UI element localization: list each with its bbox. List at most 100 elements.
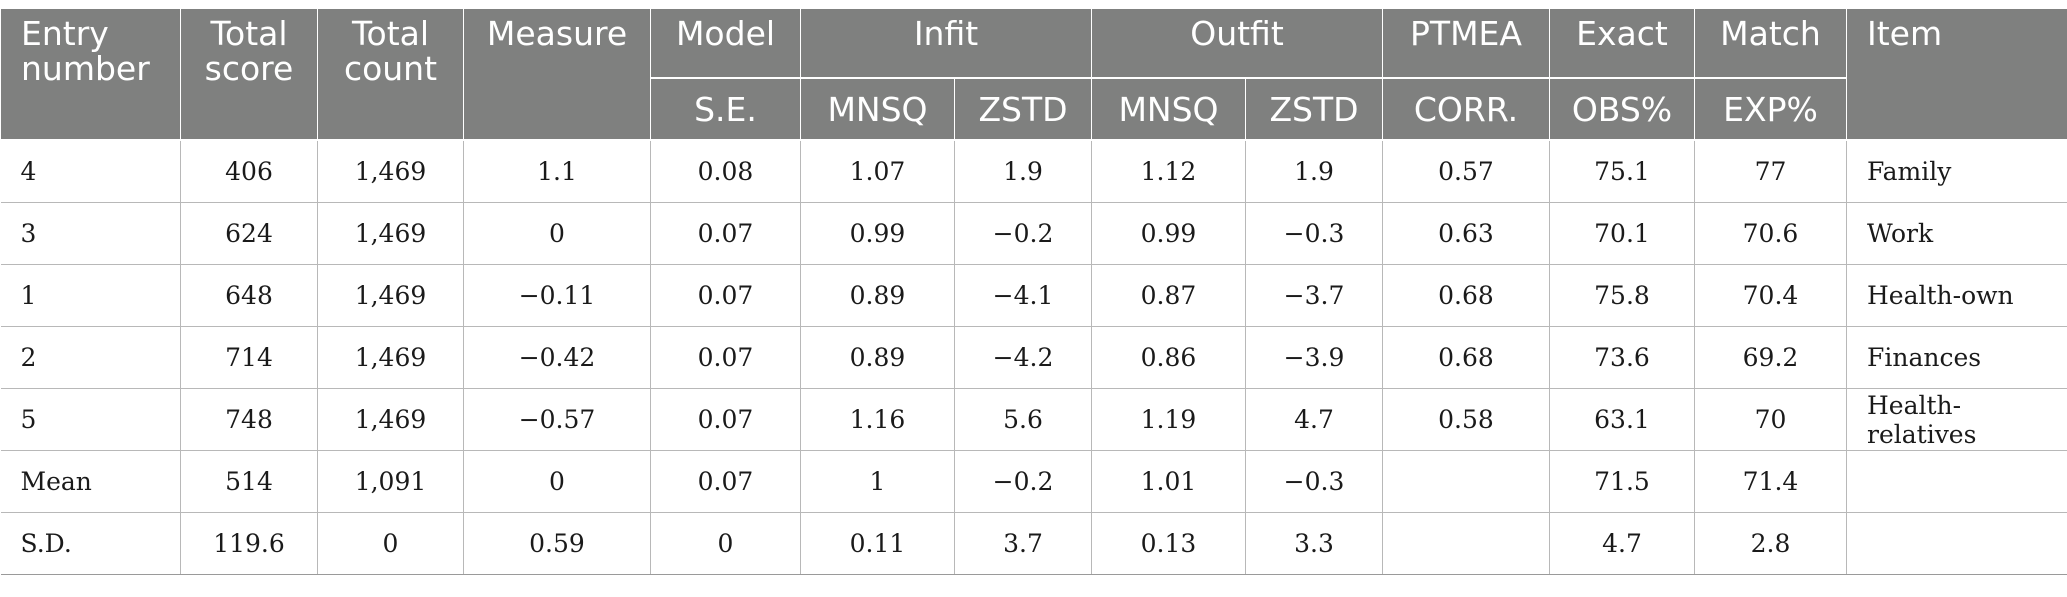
cell-match-exp: 70.6 (1694, 202, 1847, 265)
cell-entry-number: 5 (0, 388, 181, 451)
cell-model-se: 0.07 (650, 326, 801, 389)
col-header-exact: Exact (1549, 8, 1695, 79)
item-statistics-table: Entry number Total score Total count Mea… (0, 8, 2067, 575)
cell-exact-obs: 75.1 (1549, 140, 1695, 203)
cell-infit-mnsq: 1 (800, 450, 955, 513)
cell-entry-number: S.D. (0, 512, 181, 575)
col-header-match: Match (1694, 8, 1847, 79)
col-header-item: Item (1846, 8, 2067, 141)
cell-outfit-zstd: −0.3 (1245, 450, 1383, 513)
cell-entry-number: 4 (0, 140, 181, 203)
cell-total-count: 1,091 (317, 450, 464, 513)
col-header-match-exp: EXP% (1694, 77, 1847, 141)
cell-infit-zstd: 3.7 (954, 512, 1092, 575)
table-header: Entry number Total score Total count Mea… (0, 8, 2067, 141)
cell-match-exp: 70 (1694, 388, 1847, 451)
cell-item (1846, 450, 2067, 513)
cell-total-count: 1,469 (317, 202, 464, 265)
table-row: 2 714 1,469 −0.42 0.07 0.89 −4.2 0.86 −3… (0, 326, 2067, 389)
cell-item: Health-relatives (1846, 388, 2067, 451)
cell-infit-zstd: −0.2 (954, 202, 1092, 265)
col-header-ptmea: PTMEA (1382, 8, 1550, 79)
cell-match-exp: 70.4 (1694, 264, 1847, 327)
cell-measure: −0.57 (463, 388, 651, 451)
cell-entry-number: 3 (0, 202, 181, 265)
cell-model-se: 0.08 (650, 140, 801, 203)
cell-entry-number: 2 (0, 326, 181, 389)
cell-infit-zstd: 1.9 (954, 140, 1092, 203)
cell-ptmea-corr (1382, 450, 1550, 513)
cell-item: Family (1846, 140, 2067, 203)
cell-measure: 1.1 (463, 140, 651, 203)
cell-total-count: 1,469 (317, 326, 464, 389)
cell-exact-obs: 75.8 (1549, 264, 1695, 327)
cell-infit-zstd: 5.6 (954, 388, 1092, 451)
col-header-ptmea-corr: CORR. (1382, 77, 1550, 141)
cell-item: Health-own (1846, 264, 2067, 327)
cell-infit-mnsq: 1.07 (800, 140, 955, 203)
cell-infit-zstd: −4.1 (954, 264, 1092, 327)
header-row-1: Entry number Total score Total count Mea… (0, 8, 2067, 141)
cell-outfit-zstd: 3.3 (1245, 512, 1383, 575)
cell-outfit-mnsq: 1.19 (1091, 388, 1246, 451)
cell-exact-obs: 4.7 (1549, 512, 1695, 575)
cell-measure: −0.42 (463, 326, 651, 389)
cell-total-score: 714 (180, 326, 318, 389)
cell-exact-obs: 71.5 (1549, 450, 1695, 513)
cell-total-count: 0 (317, 512, 464, 575)
col-header-outfit-zstd: ZSTD (1245, 77, 1383, 141)
cell-total-count: 1,469 (317, 140, 464, 203)
cell-total-score: 624 (180, 202, 318, 265)
cell-infit-mnsq: 0.11 (800, 512, 955, 575)
table-row: 5 748 1,469 −0.57 0.07 1.16 5.6 1.19 4.7… (0, 388, 2067, 451)
cell-exact-obs: 70.1 (1549, 202, 1695, 265)
col-header-model-se: S.E. (650, 77, 801, 141)
cell-infit-zstd: −4.2 (954, 326, 1092, 389)
cell-model-se: 0 (650, 512, 801, 575)
cell-match-exp: 69.2 (1694, 326, 1847, 389)
cell-measure: −0.11 (463, 264, 651, 327)
cell-measure: 0 (463, 202, 651, 265)
cell-match-exp: 2.8 (1694, 512, 1847, 575)
cell-model-se: 0.07 (650, 450, 801, 513)
cell-match-exp: 71.4 (1694, 450, 1847, 513)
table-row: 4 406 1,469 1.1 0.08 1.07 1.9 1.12 1.9 0… (0, 140, 2067, 203)
col-header-entry-number: Entry number (0, 8, 181, 141)
col-header-total-score: Total score (180, 8, 318, 141)
cell-ptmea-corr: 0.63 (1382, 202, 1550, 265)
cell-outfit-mnsq: 0.86 (1091, 326, 1246, 389)
col-header-exact-obs: OBS% (1549, 77, 1695, 141)
cell-measure: 0 (463, 450, 651, 513)
cell-outfit-mnsq: 0.13 (1091, 512, 1246, 575)
cell-item: Work (1846, 202, 2067, 265)
cell-entry-number: 1 (0, 264, 181, 327)
cell-ptmea-corr (1382, 512, 1550, 575)
cell-total-score: 119.6 (180, 512, 318, 575)
col-header-model: Model (650, 8, 801, 79)
cell-outfit-mnsq: 0.87 (1091, 264, 1246, 327)
table-container: Entry number Total score Total count Mea… (0, 8, 2067, 575)
cell-total-count: 1,469 (317, 264, 464, 327)
cell-outfit-mnsq: 0.99 (1091, 202, 1246, 265)
cell-model-se: 0.07 (650, 202, 801, 265)
cell-total-count: 1,469 (317, 388, 464, 451)
table-row: 3 624 1,469 0 0.07 0.99 −0.2 0.99 −0.3 0… (0, 202, 2067, 265)
col-header-infit: Infit (800, 8, 1092, 79)
cell-outfit-zstd: −3.9 (1245, 326, 1383, 389)
cell-infit-mnsq: 0.89 (800, 326, 955, 389)
cell-ptmea-corr: 0.58 (1382, 388, 1550, 451)
cell-ptmea-corr: 0.68 (1382, 264, 1550, 327)
table-body: 4 406 1,469 1.1 0.08 1.07 1.9 1.12 1.9 0… (0, 140, 2067, 575)
cell-total-score: 648 (180, 264, 318, 327)
cell-measure: 0.59 (463, 512, 651, 575)
table-row-mean: Mean 514 1,091 0 0.07 1 −0.2 1.01 −0.3 7… (0, 450, 2067, 513)
cell-total-score: 406 (180, 140, 318, 203)
col-header-infit-zstd: ZSTD (954, 77, 1092, 141)
cell-infit-mnsq: 0.99 (800, 202, 955, 265)
cell-ptmea-corr: 0.57 (1382, 140, 1550, 203)
table-row: 1 648 1,469 −0.11 0.07 0.89 −4.1 0.87 −3… (0, 264, 2067, 327)
col-header-measure: Measure (463, 8, 651, 141)
col-header-total-count: Total count (317, 8, 464, 141)
cell-exact-obs: 73.6 (1549, 326, 1695, 389)
cell-infit-mnsq: 0.89 (800, 264, 955, 327)
